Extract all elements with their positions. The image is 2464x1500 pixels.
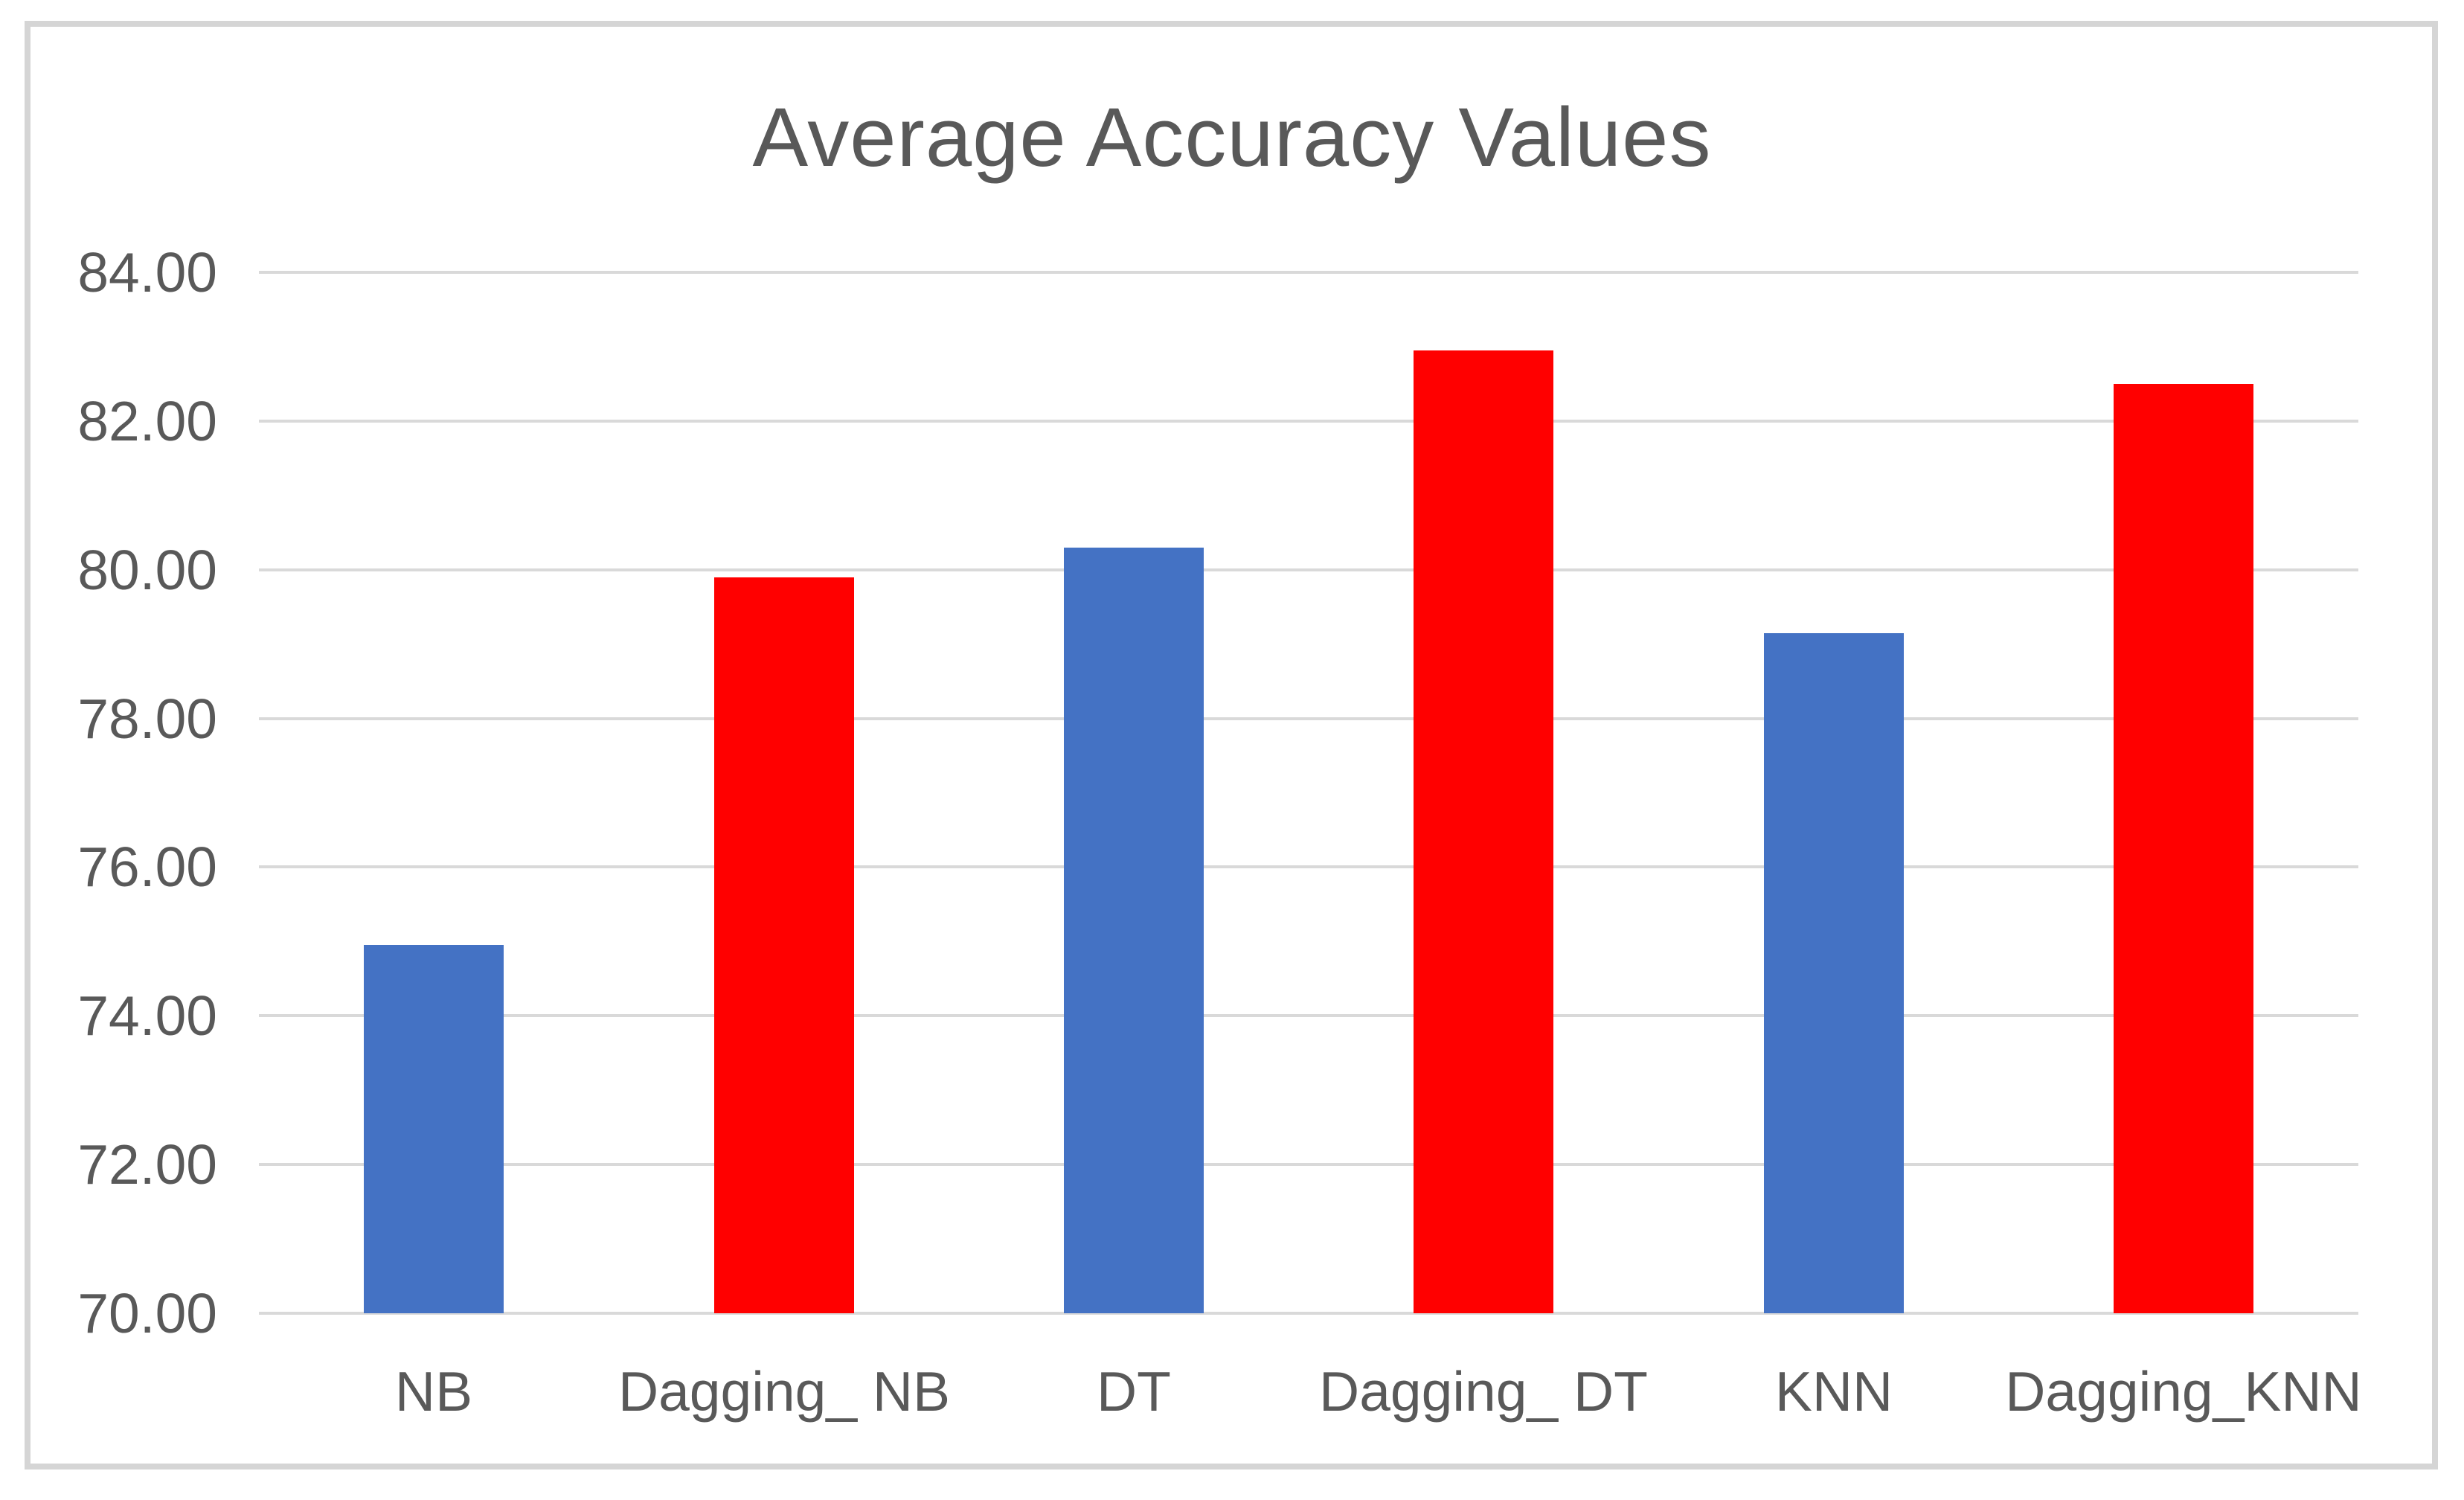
bar-knn	[1764, 633, 1904, 1313]
gridline	[259, 568, 2358, 571]
y-axis-label: 72.00	[77, 1133, 217, 1196]
chart-title: Average Accuracy Values	[752, 91, 1712, 184]
y-axis-label: 76.00	[77, 836, 217, 899]
gridline	[259, 865, 2358, 869]
gridline	[259, 271, 2358, 274]
bar-dagging-nb	[714, 577, 854, 1313]
x-axis-label: DT	[1097, 1360, 1171, 1423]
gridline	[259, 1163, 2358, 1167]
y-axis-label: 78.00	[77, 687, 217, 750]
bar-dt	[1064, 548, 1204, 1313]
y-axis-label: 70.00	[77, 1282, 217, 1344]
y-axis-label: 82.00	[77, 389, 217, 452]
gridline	[259, 419, 2358, 423]
y-axis-label: 80.00	[77, 538, 217, 601]
gridline	[259, 717, 2358, 720]
x-axis-label: Dagging_KNN	[2005, 1360, 2362, 1423]
x-axis-label: KNN	[1774, 1360, 1893, 1423]
y-axis-label: 84.00	[77, 241, 217, 304]
x-axis-label: Dagging_ DT	[1319, 1360, 1648, 1423]
bar-nb	[364, 945, 504, 1313]
gridline	[259, 1312, 2358, 1315]
x-axis-label: Dagging_ NB	[617, 1360, 951, 1423]
gridline	[259, 1014, 2358, 1018]
bar-dagging-knn	[2114, 384, 2253, 1313]
x-axis-label: NB	[394, 1360, 473, 1423]
bar-dagging-dt	[1414, 350, 1553, 1313]
y-axis-label: 74.00	[77, 984, 217, 1048]
